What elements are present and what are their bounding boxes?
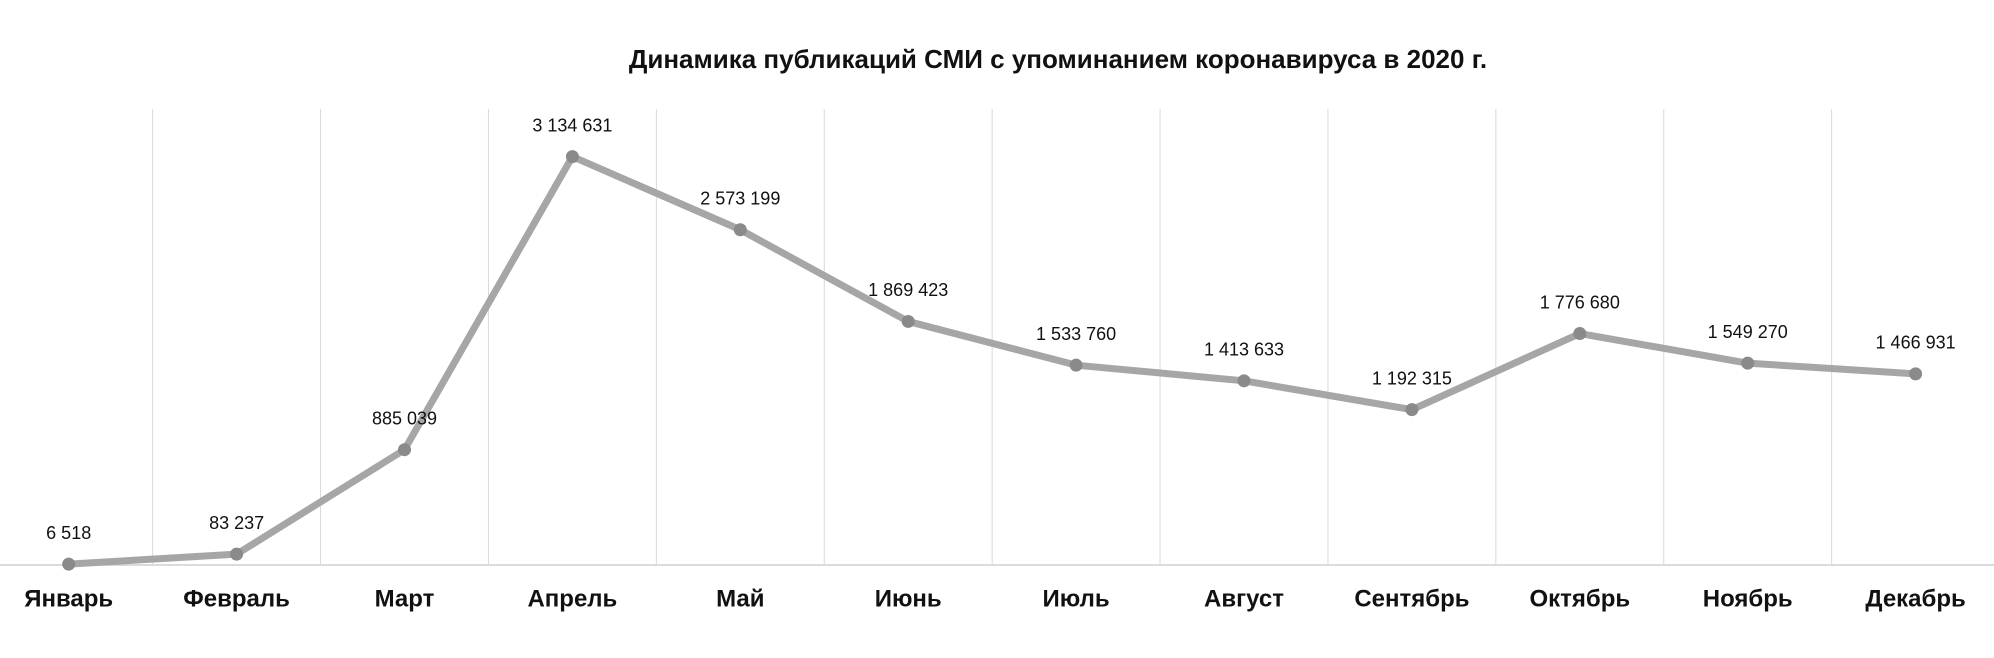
x-tick-label: Июнь xyxy=(875,585,942,612)
value-label: 2 573 199 xyxy=(700,188,780,208)
x-tick-label: Февраль xyxy=(183,585,290,612)
x-tick-label: Ноябрь xyxy=(1703,585,1793,612)
marker xyxy=(1909,367,1923,381)
marker xyxy=(1237,374,1251,388)
x-tick-label: Июль xyxy=(1043,585,1110,612)
marker xyxy=(1741,356,1755,370)
x-tick-label: Сентябрь xyxy=(1354,585,1469,612)
value-label: 1 549 270 xyxy=(1708,322,1788,342)
marker xyxy=(565,150,579,164)
marker xyxy=(1573,327,1587,341)
value-label: 1 413 633 xyxy=(1204,340,1284,360)
value-label: 885 039 xyxy=(372,408,437,428)
value-label: 1 533 760 xyxy=(1036,324,1116,344)
marker xyxy=(901,314,915,328)
x-tick-label: Декабрь xyxy=(1865,585,1965,612)
x-tick-label: Апрель xyxy=(527,585,617,612)
marker xyxy=(398,443,411,457)
x-tick-label: Август xyxy=(1204,585,1284,612)
x-tick-label: Октябрь xyxy=(1529,585,1630,612)
marker xyxy=(1405,403,1419,417)
marker xyxy=(62,557,76,571)
value-label: 1 776 680 xyxy=(1540,292,1620,312)
marker xyxy=(1069,358,1083,372)
marker xyxy=(733,223,747,237)
value-label: 83 237 xyxy=(209,513,264,533)
value-label: 6 518 xyxy=(46,523,91,543)
value-label: 3 134 631 xyxy=(532,115,612,135)
x-tick-label: Март xyxy=(375,585,435,612)
value-label: 1 192 315 xyxy=(1372,368,1452,388)
value-label: 1 869 423 xyxy=(868,280,948,300)
chart-title: Динамика публикаций СМИ с упоминанием ко… xyxy=(629,44,1487,74)
marker xyxy=(230,547,244,561)
x-tick-label: Январь xyxy=(24,585,113,612)
x-tick-label: Май xyxy=(716,585,764,612)
value-label: 1 466 931 xyxy=(1876,333,1956,353)
line xyxy=(68,153,1916,568)
